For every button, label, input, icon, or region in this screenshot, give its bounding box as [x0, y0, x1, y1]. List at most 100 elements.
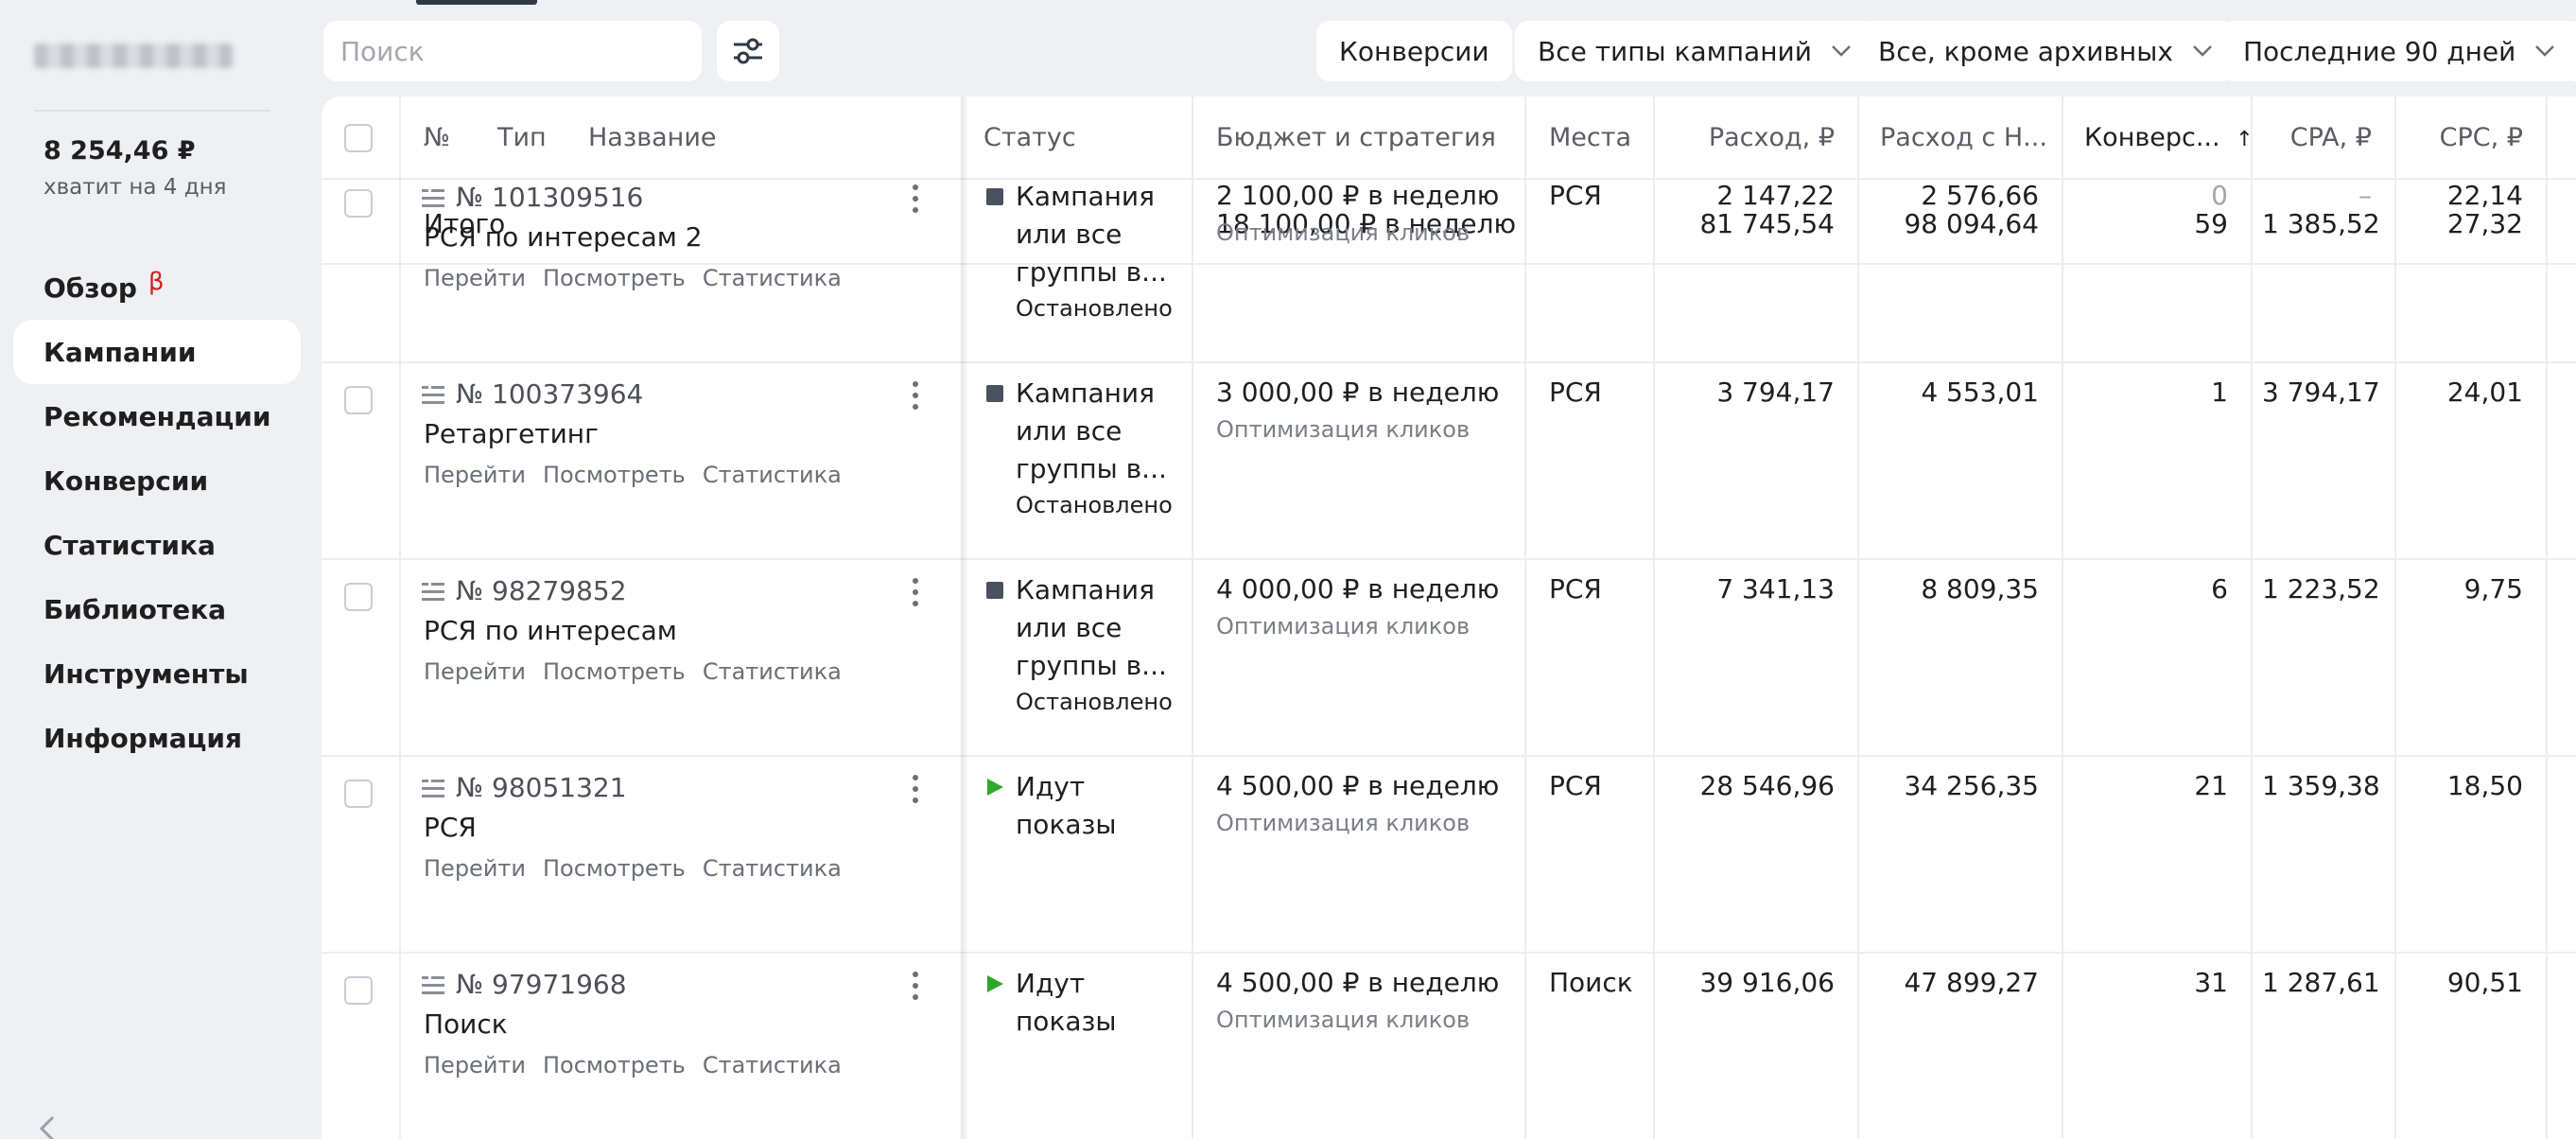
row-checkbox[interactable] — [344, 189, 373, 218]
cpc-value: 24,01 — [2446, 377, 2523, 408]
conversions-value: 0 — [2211, 180, 2228, 211]
column-divider — [2546, 96, 2548, 1139]
stats-link[interactable]: Статистика — [702, 658, 842, 685]
table-row[interactable]: № 100373964 Ретаргетинг Перейти Посмотрет… — [322, 363, 2576, 560]
cpa-value: 3 794,17 — [2262, 377, 2380, 408]
row-checkbox[interactable] — [344, 386, 373, 414]
more-options-icon[interactable] — [912, 577, 919, 607]
nav-item-conversions[interactable]: Конверсии — [13, 448, 301, 513]
nav-item-tools[interactable]: Инструменты — [13, 641, 301, 706]
header-number[interactable]: № — [424, 123, 451, 152]
nav-item-library[interactable]: Библиотека — [13, 577, 301, 641]
header-cpa[interactable]: CPA, ₽ — [2289, 123, 2372, 152]
view-link[interactable]: Посмотреть — [543, 462, 686, 488]
stats-link[interactable]: Статистика — [702, 265, 842, 291]
header-budget[interactable]: Бюджет и стратегия — [1216, 123, 1496, 152]
campaign-links: Перейти Посмотреть Статистика — [424, 658, 859, 685]
row-checkbox[interactable] — [344, 780, 373, 808]
header-conversions[interactable]: Конверс... ↑ — [2084, 123, 2254, 152]
cpa-value: 1 359,38 — [2262, 770, 2380, 801]
sidebar-nav: Обзор β Кампании Рекомендации Конверсии … — [13, 255, 301, 770]
sort-ascending-icon: ↑ — [2236, 128, 2254, 151]
more-options-icon[interactable] — [912, 380, 919, 411]
row-checkbox[interactable] — [344, 976, 373, 1005]
total-cpa: 1 385,52 — [2262, 208, 2380, 239]
campaign-links: Перейти Посмотреть Статистика — [424, 265, 859, 291]
account-balance[interactable]: 8 254,46 ₽ — [44, 136, 196, 166]
go-link[interactable]: Перейти — [424, 658, 526, 685]
campaign-name[interactable]: РСЯ по интересам 2 — [424, 221, 703, 253]
nav-item-label: Статистика — [44, 529, 216, 561]
header-spend-vat[interactable]: Расход с Н... — [1880, 123, 2047, 152]
header-places[interactable]: Места — [1549, 123, 1632, 152]
go-link[interactable]: Перейти — [424, 855, 526, 882]
status-text: Кампания или все группы в... — [1016, 181, 1167, 288]
sliders-icon — [734, 38, 762, 64]
view-link[interactable]: Посмотреть — [543, 1052, 686, 1078]
cpc-value: 18,50 — [2446, 770, 2523, 801]
filter-settings-button[interactable] — [717, 21, 779, 81]
status-subtext: Остановлено — [1016, 295, 1173, 322]
view-link[interactable]: Посмотреть — [543, 265, 686, 291]
header-type[interactable]: Тип — [497, 123, 547, 152]
more-filters-button[interactable] — [2561, 21, 2576, 81]
header-status[interactable]: Статус — [983, 123, 1076, 152]
more-options-icon[interactable] — [912, 184, 919, 214]
campaign-name[interactable]: РСЯ по интересам — [424, 615, 677, 646]
column-divider — [399, 96, 401, 1139]
table-row[interactable]: № 98279852 РСЯ по интересам Перейти Посмо… — [322, 560, 2576, 757]
nav-item-statistics[interactable]: Статистика — [13, 513, 301, 577]
go-link[interactable]: Перейти — [424, 265, 526, 291]
budget-value[interactable]: 4 500,00 ₽ в неделю — [1216, 770, 1500, 801]
archive-filter-select[interactable]: Все, кроме архивных — [1855, 21, 2236, 81]
column-divider — [1524, 96, 1526, 1139]
table-row[interactable]: № 97971968 Поиск Перейти Посмотреть Статис… — [322, 954, 2576, 1139]
campaign-name[interactable]: Ретаргетинг — [424, 418, 599, 449]
table-row[interactable]: № 98051321 РСЯ Перейти Посмотреть Статисти… — [322, 757, 2576, 954]
nav-item-campaigns[interactable]: Кампании — [13, 320, 301, 384]
cpa-value: 1 223,52 — [2262, 573, 2380, 605]
view-link[interactable]: Посмотреть — [543, 855, 686, 882]
table-row[interactable]: № 101309516 РСЯ по интересам 2 Перейти По… — [322, 166, 2576, 363]
spend-vat-value: 34 256,35 — [1904, 770, 2039, 801]
cpa-value: – — [2358, 180, 2372, 211]
budget-value[interactable]: 4 000,00 ₽ в неделю — [1216, 573, 1500, 605]
text-campaign-icon — [422, 189, 444, 207]
row-checkbox[interactable] — [344, 583, 373, 611]
period-select[interactable]: Последние 90 дней — [2220, 21, 2576, 81]
stats-link[interactable]: Статистика — [702, 462, 842, 488]
conversions-filter-button[interactable]: Конверсии — [1316, 21, 1512, 81]
header-name[interactable]: Название — [588, 123, 717, 152]
stats-link[interactable]: Статистика — [702, 855, 842, 882]
text-campaign-icon — [422, 780, 444, 797]
budget-value[interactable]: 3 000,00 ₽ в неделю — [1216, 377, 1500, 408]
budget-value[interactable]: 2 100,00 ₽ в неделю — [1216, 180, 1500, 211]
more-options-icon[interactable] — [912, 774, 919, 804]
status-icon — [986, 582, 1003, 599]
view-link[interactable]: Посмотреть — [543, 658, 686, 685]
campaign-name[interactable]: РСЯ — [424, 812, 477, 843]
nav-item-info[interactable]: Информация — [13, 706, 301, 770]
spend-vat-value: 47 899,27 — [1904, 967, 2039, 998]
header-spend[interactable]: Расход, ₽ — [1708, 123, 1835, 152]
more-options-icon[interactable] — [912, 971, 919, 1001]
search-input[interactable] — [323, 21, 702, 81]
stats-link[interactable]: Статистика — [702, 1052, 842, 1078]
select-all-checkbox[interactable] — [344, 124, 373, 152]
budget-value[interactable]: 4 500,00 ₽ в неделю — [1216, 967, 1500, 998]
campaign-type-select[interactable]: Все типы кампаний — [1515, 21, 1874, 81]
balance-note: хватит на 4 дня — [44, 175, 227, 200]
campaign-name[interactable]: Поиск — [424, 1008, 508, 1040]
status-text: Кампания или все группы в... — [1016, 574, 1167, 681]
header-cpc[interactable]: CPC, ₽ — [2439, 123, 2523, 152]
nav-item-label: Обзор — [44, 272, 137, 304]
nav-item-overview[interactable]: Обзор β — [13, 255, 301, 320]
nav-item-recommendations[interactable]: Рекомендации — [13, 384, 301, 448]
collapse-sidebar-icon[interactable] — [38, 1113, 57, 1139]
campaign-number: № 100373964 — [456, 378, 644, 410]
place-value: Поиск — [1549, 967, 1633, 998]
go-link[interactable]: Перейти — [424, 462, 526, 488]
go-link[interactable]: Перейти — [424, 1052, 526, 1078]
total-spend: 81 745,54 — [1699, 208, 1835, 239]
campaign-number: № 101309516 — [456, 182, 644, 213]
